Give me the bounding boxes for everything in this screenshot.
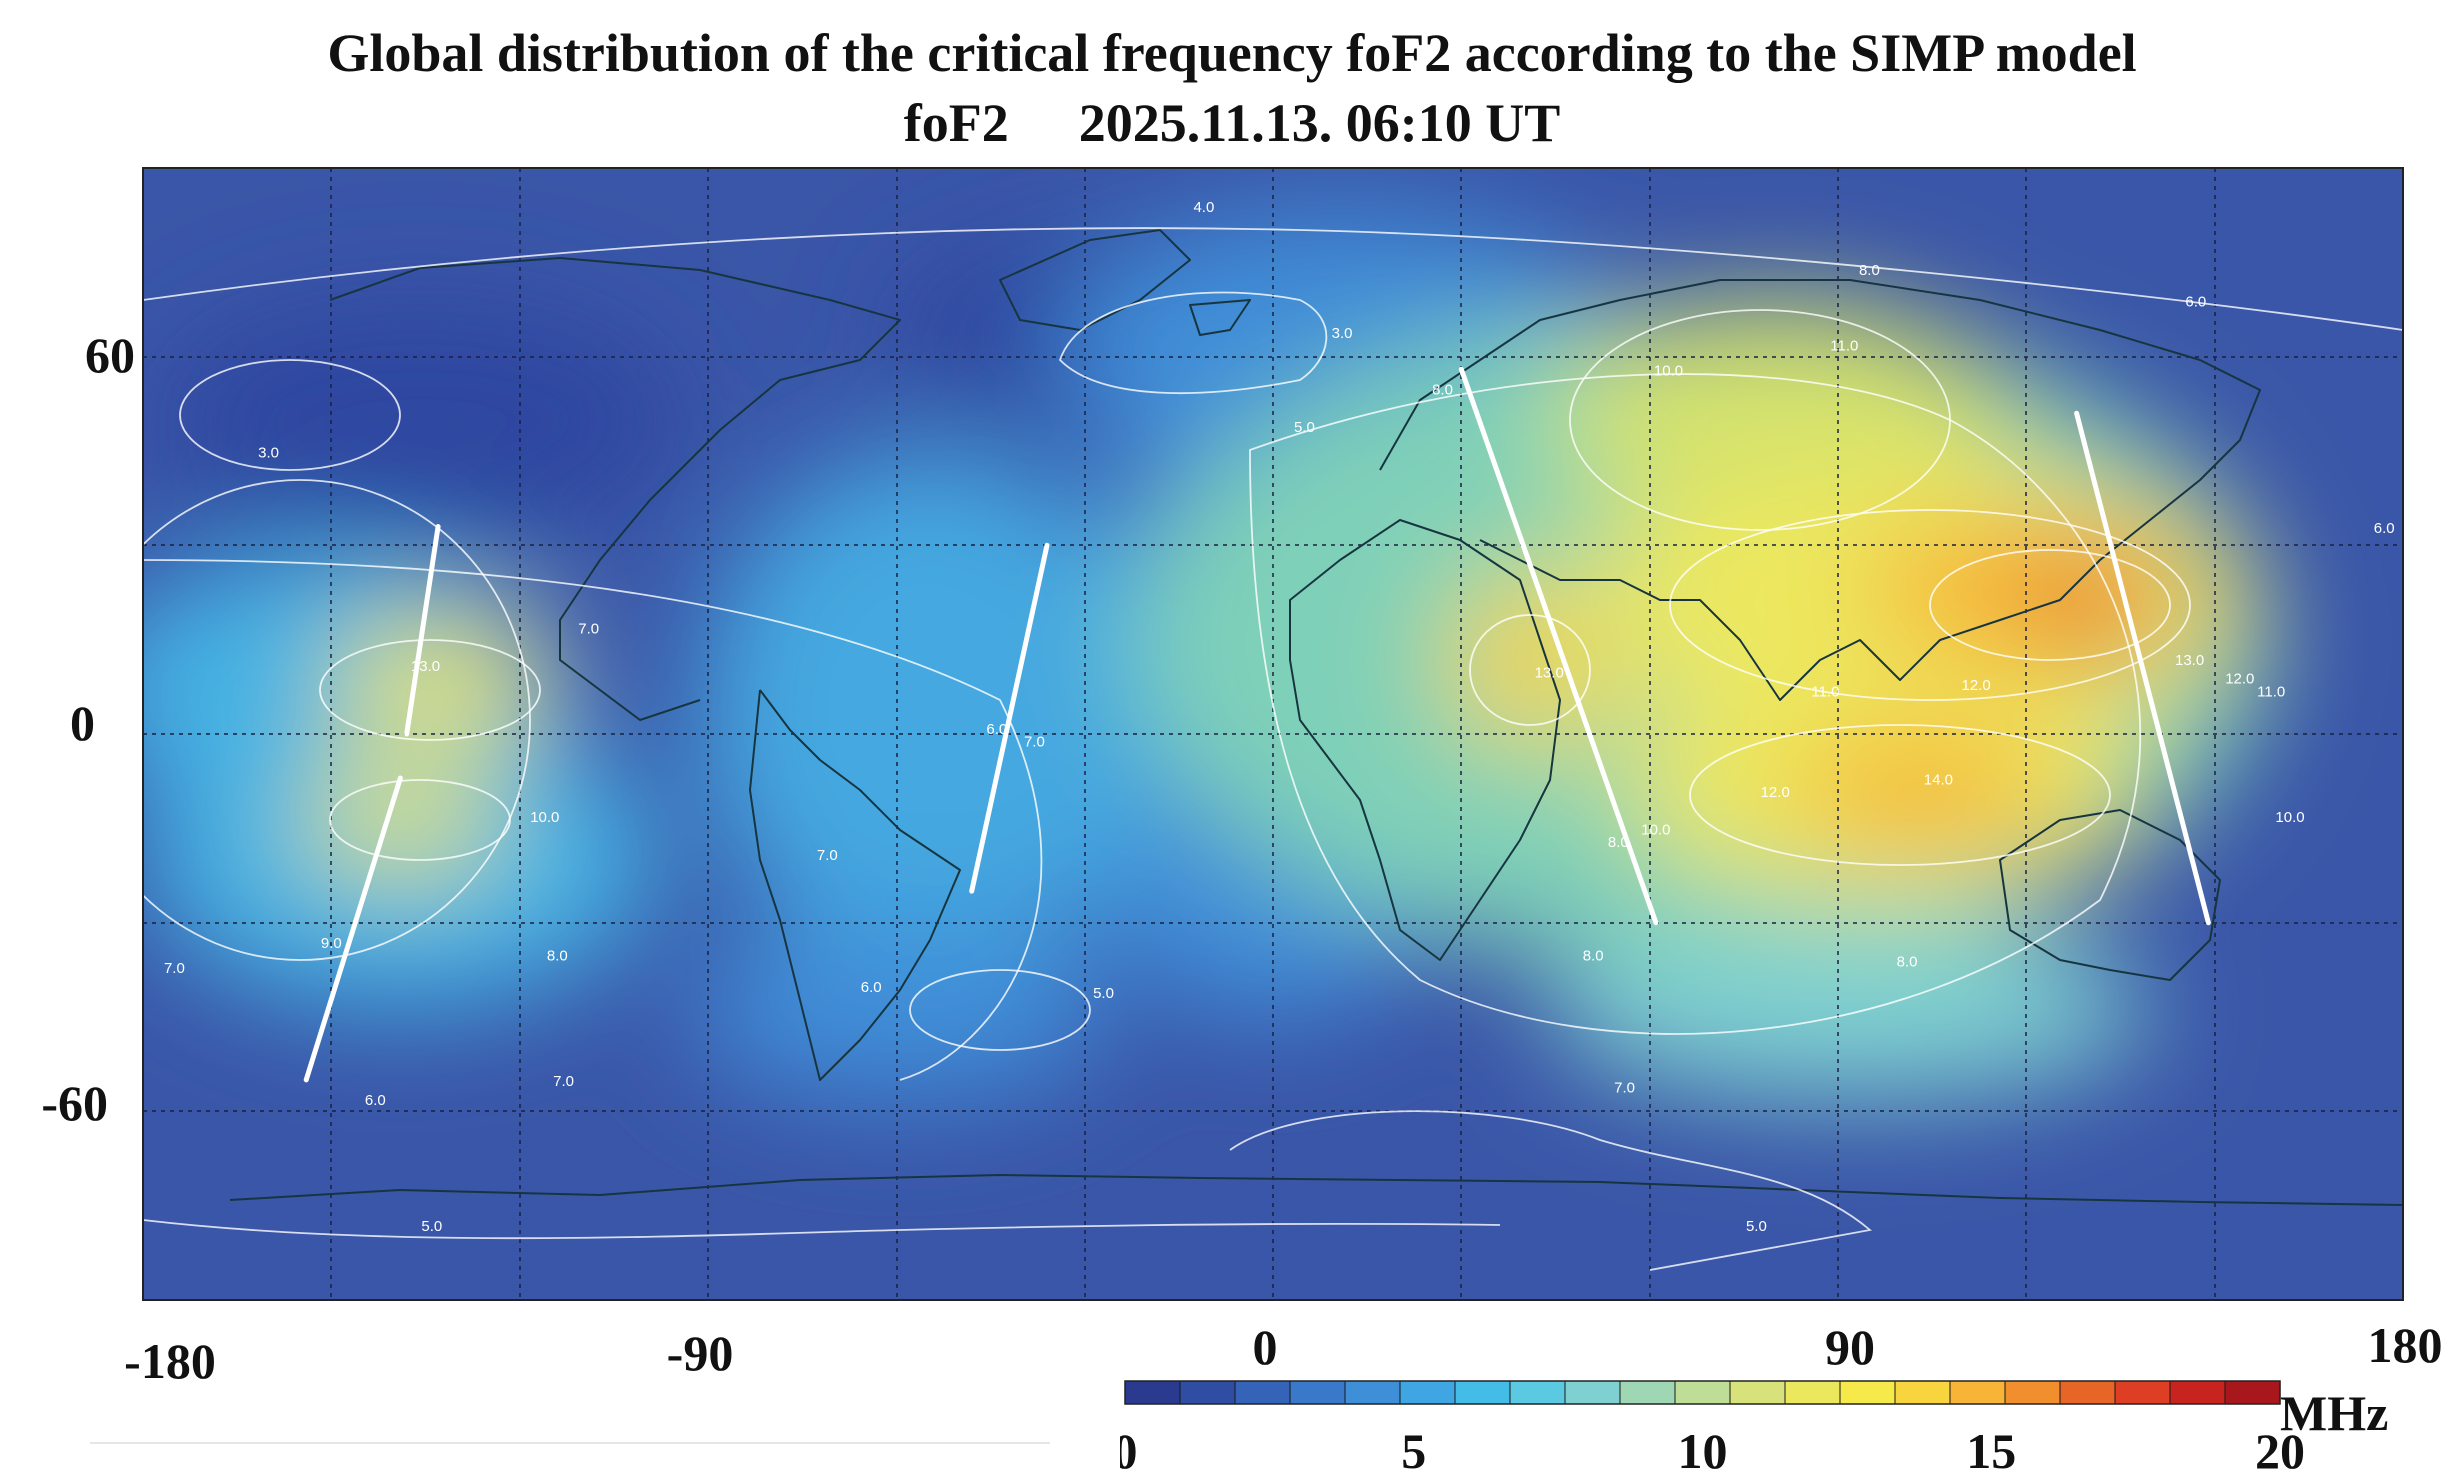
contour-label: 7.0 [553, 1073, 574, 1090]
contour-label: 8.0 [1897, 954, 1918, 971]
contour-label: 12.0 [2225, 671, 2254, 688]
colorbar-swatch [1290, 1381, 1346, 1404]
satellite-tracks [303, 366, 2211, 1083]
contour-label: 7.0 [578, 620, 599, 637]
contour-label: 13.0 [2175, 652, 2204, 669]
contour-label: 5.0 [1746, 1218, 1767, 1235]
contour-label: 7.0 [1024, 734, 1045, 751]
colorbar-swatch [1125, 1381, 1181, 1404]
contour-label: 8.0 [1859, 262, 1880, 279]
contour-label: 6.0 [861, 979, 882, 996]
satellite-track [2074, 410, 2211, 926]
colorbar-swatch [1950, 1381, 2006, 1404]
colorbar-swatch [1180, 1381, 1236, 1404]
x-tick-label: 180 [2368, 1317, 2443, 1373]
contour-label: 7.0 [164, 960, 185, 977]
contour-label: 13.0 [1535, 664, 1564, 681]
colorbar-swatch [1620, 1381, 1676, 1404]
colorbar-tick-label: 10 [1678, 1423, 1728, 1477]
contour-label: 3.0 [1332, 325, 1353, 342]
colorbar-swatch [1565, 1381, 1621, 1404]
contour-label: 8.0 [547, 947, 568, 964]
contour-label: 11.0 [1830, 337, 1858, 354]
colorbar-swatch [1895, 1381, 1951, 1404]
contour-label: 8.0 [1583, 947, 1604, 964]
contour-label: 9.0 [321, 935, 342, 952]
contour-labels: 4.0 3.0 3.0 5.0 8.0 10.0 11.0 8.0 6.0 6.0 7.0 13.0 1… [164, 199, 2395, 1235]
colorbar-swatch [1455, 1381, 1511, 1404]
contour-label: 11.0 [2257, 683, 2285, 700]
contour-label: 6.0 [2185, 293, 2206, 310]
y-tick-label: 0 [70, 695, 95, 751]
contour-label: 7.0 [1614, 1080, 1635, 1097]
colorbar-tick-label: 0 [1120, 1423, 1138, 1477]
plot-frame [142, 167, 2404, 1301]
colorbar-tick-label: 5 [1401, 1423, 1426, 1477]
contour-label: 6.0 [2374, 520, 2395, 537]
x-tick-label: -180 [124, 1333, 216, 1389]
grid-lines [143, 168, 2403, 1300]
contour-label: 6.0 [986, 721, 1007, 738]
timestamp-label: 2025.11.13. 06:10 UT [1078, 93, 1561, 153]
contour-label: 5.0 [1093, 985, 1114, 1002]
colorbar-tick-label: 20 [2255, 1423, 2305, 1477]
contour-label: 10.0 [530, 809, 559, 826]
colorbar-swatch [2225, 1381, 2281, 1404]
satellite-track [404, 524, 441, 737]
colorbar-swatch [1840, 1381, 1896, 1404]
colorbar-swatch [1510, 1381, 1566, 1404]
x-tick-label: 0 [1253, 1319, 1278, 1375]
chart-subtitle: foF2 2025.11.13. 06:10 UT [0, 92, 2464, 154]
colorbar-swatch [1730, 1381, 1786, 1404]
contour-label: 11.0 [1811, 683, 1839, 700]
contour-label: 5.0 [421, 1218, 442, 1235]
colorbar-tick-label: 15 [1966, 1423, 2016, 1477]
contour-label: 5.0 [1294, 419, 1315, 436]
contour-label: 12.0 [1761, 784, 1790, 801]
contour-label: 10.0 [1641, 822, 1670, 839]
x-tick-label: 90 [1825, 1319, 1875, 1375]
colorbar-scale [1125, 1381, 2281, 1404]
contour-label: 6.0 [365, 1092, 386, 1109]
colorbar-swatch [1400, 1381, 1456, 1404]
colorbar-swatch [1345, 1381, 1401, 1404]
colorbar-swatch [1785, 1381, 1841, 1404]
contour-label: 14.0 [1924, 771, 1953, 788]
colorbar-swatch [2170, 1381, 2226, 1404]
parameter-label: foF2 [903, 93, 1009, 153]
colorbar: 0 5 10 15 20 MHz [1120, 1380, 2388, 1477]
coastlines [229, 229, 2403, 1206]
colorbar-swatch [2115, 1381, 2171, 1404]
contour-label: 8.0 [1432, 381, 1453, 398]
colorbar-swatch [2060, 1381, 2116, 1404]
y-tick-label: 60 [85, 327, 135, 383]
contour-label: 7.0 [817, 847, 838, 864]
satellite-track [969, 542, 1050, 894]
satellite-track [1458, 366, 1659, 926]
colorbar-swatch [1675, 1381, 1731, 1404]
contour-label: 3.0 [258, 444, 279, 461]
contour-lines [143, 227, 2403, 1271]
x-tick-label: -90 [667, 1325, 734, 1381]
colorbar-unit: MHz [2280, 1385, 2388, 1441]
y-tick-label: -60 [41, 1075, 108, 1131]
satellite-track [303, 775, 403, 1083]
contour-label: 10.0 [2275, 809, 2304, 826]
plot-area: 4.0 3.0 3.0 5.0 8.0 10.0 11.0 8.0 6.0 6.0 7.0 13.0 1… [143, 168, 2403, 1300]
contour-label: 12.0 [1961, 677, 1990, 694]
colorbar-frame [1124, 1380, 2281, 1405]
contour-label: 8.0 [1608, 834, 1629, 851]
contour-label: 10.0 [1654, 363, 1683, 380]
colorbar-swatch [1235, 1381, 1291, 1404]
contour-label: 4.0 [1193, 199, 1214, 216]
chart-title: Global distribution of the critical freq… [327, 23, 2137, 83]
colorbar-swatch [2005, 1381, 2061, 1404]
